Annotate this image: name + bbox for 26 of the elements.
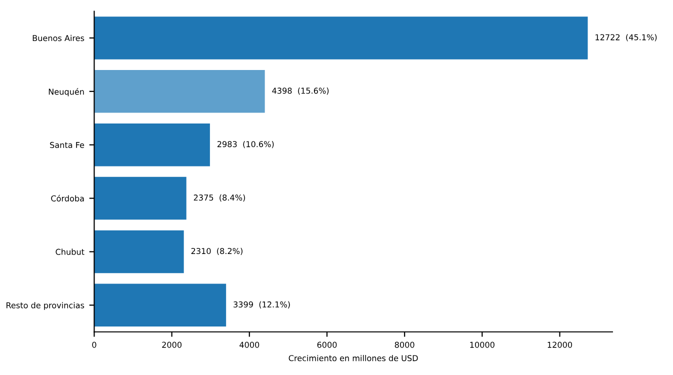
y-tick-label: Neuquén xyxy=(48,88,84,96)
data-label: 3399 (12.1%) xyxy=(234,301,290,308)
y-tick-label: Chubut xyxy=(56,248,84,255)
x-tick-label: 2000 xyxy=(162,342,182,348)
data-label: 12722 (45.1%) xyxy=(596,34,657,42)
x-tick-label: 4000 xyxy=(240,342,260,348)
data-label: 2375 (8.4%) xyxy=(194,194,245,202)
x-axis-title: Crecimiento en millones de USD xyxy=(288,354,418,362)
y-tick-label: Córdoba xyxy=(51,194,84,202)
x-tick-label: 0 xyxy=(92,342,96,348)
bar xyxy=(94,16,588,60)
bar xyxy=(94,284,226,327)
x-tick-label: 12000 xyxy=(548,342,572,348)
data-label: 2983 (10.6%) xyxy=(217,140,274,148)
data-label: 4398 (15.6%) xyxy=(272,88,329,95)
x-tick-label: 10000 xyxy=(470,342,494,348)
y-tick-label: Buenos Aires xyxy=(32,34,84,42)
bar xyxy=(94,230,184,274)
bar xyxy=(94,70,265,113)
x-tick-label: 8000 xyxy=(394,342,414,348)
y-tick-label: Santa Fe xyxy=(50,142,84,148)
y-tick-label: Resto de provincias xyxy=(6,302,84,310)
bar xyxy=(94,176,186,220)
x-tick-label: 6000 xyxy=(317,342,337,348)
bar xyxy=(94,123,210,166)
data-label: 2310 (8.2%) xyxy=(191,248,242,256)
